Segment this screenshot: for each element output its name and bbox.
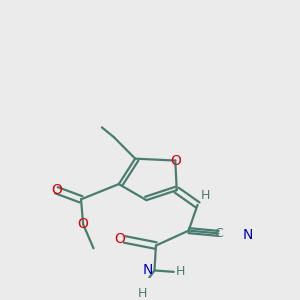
Text: O: O	[170, 154, 181, 168]
Text: O: O	[114, 232, 125, 247]
Text: N: N	[142, 263, 153, 278]
Text: H: H	[175, 266, 184, 278]
Text: O: O	[51, 183, 62, 197]
Text: C: C	[214, 227, 223, 240]
Text: O: O	[78, 217, 88, 231]
Text: H: H	[200, 189, 210, 202]
Text: N: N	[242, 228, 253, 242]
Text: H: H	[138, 287, 147, 300]
